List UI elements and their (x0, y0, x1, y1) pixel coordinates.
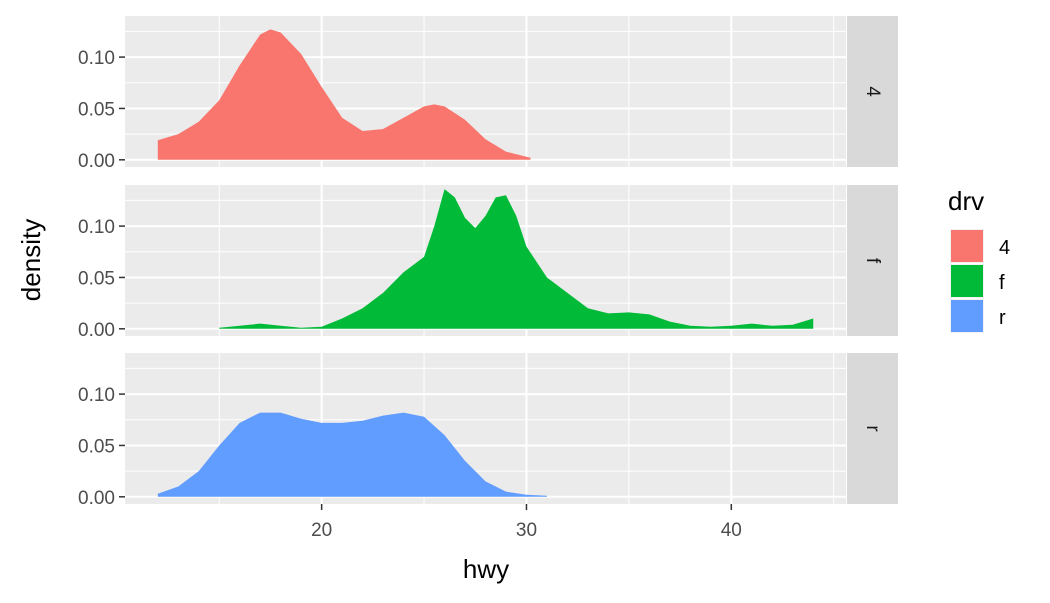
strip-label: 4 (862, 86, 883, 97)
y-tick-label: 0.00 (78, 151, 115, 172)
facet-panel-4: 0.00 0.05 0.10 (78, 16, 846, 172)
strip-background (847, 16, 898, 167)
legend-key-4 (951, 230, 983, 262)
legend-key-r (951, 300, 983, 332)
y-tick-label: 0.10 (78, 48, 115, 69)
strip-background (847, 353, 898, 504)
density-area-4 (157, 29, 531, 160)
facet-panel-f: 0.00 0.05 0.10 (78, 185, 846, 341)
facet-strip-4: 4 (847, 16, 898, 167)
legend-label-4: 4 (999, 237, 1010, 259)
density-area-f (219, 189, 814, 329)
facet-strip-r: r (847, 353, 898, 504)
x-tick-label: 30 (516, 520, 537, 541)
y-tick-label: 0.05 (78, 99, 115, 120)
strip-label: f (862, 258, 883, 264)
y-axis-title: density (16, 219, 46, 301)
y-tick-label: 0.05 (78, 268, 115, 289)
x-axis-title: hwy (463, 554, 509, 584)
facet-panels: 0.00 0.05 0.10 0.00 0.05 0.10 0.00 0.05 0.10 (78, 16, 846, 509)
legend: drv 4 fr (948, 186, 1010, 333)
legend-key-f (951, 265, 983, 297)
y-tick-label: 0.00 (78, 488, 115, 509)
x-axis: 20 30 40 (311, 504, 742, 541)
y-tick-label: 0.10 (78, 385, 115, 406)
x-tick-label: 40 (721, 520, 742, 541)
facet-strips: 4 f r (847, 16, 898, 504)
strip-label: r (862, 425, 883, 432)
x-tick-label: 20 (311, 520, 332, 541)
legend-label-f: f (999, 272, 1005, 294)
legend-label-r: r (999, 307, 1006, 329)
facet-panel-r: 0.00 0.05 0.10 (78, 353, 846, 509)
y-tick-label: 0.05 (78, 436, 115, 457)
legend-title: drv (948, 186, 984, 216)
y-tick-label: 0.10 (78, 217, 115, 238)
strip-background (847, 185, 898, 336)
density-area-r (157, 412, 547, 497)
facet-strip-f: f (847, 185, 898, 336)
y-tick-label: 0.00 (78, 320, 115, 341)
